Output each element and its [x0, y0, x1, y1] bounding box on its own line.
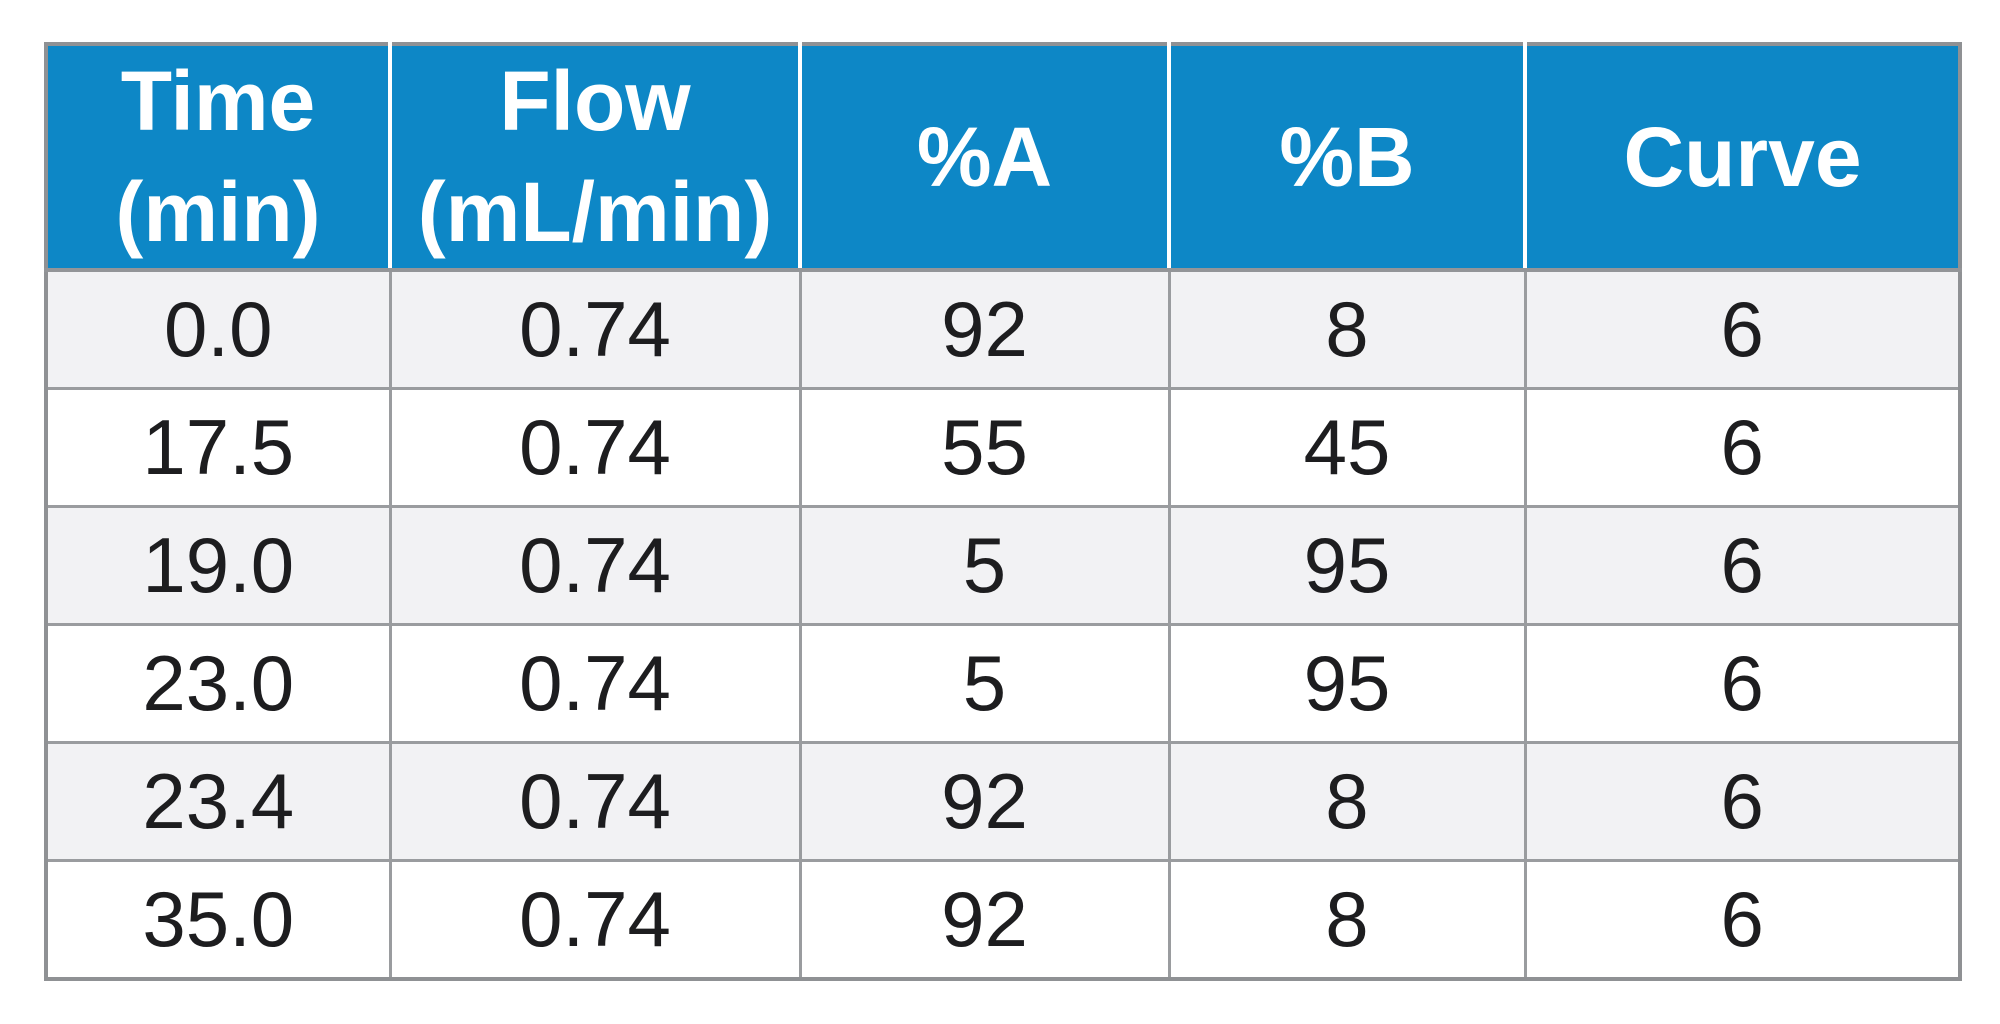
table-cell: 5 — [798, 623, 1171, 744]
table-cell: 23.4 — [44, 741, 392, 862]
table-cell: 6 — [1523, 505, 1962, 626]
table-cell: 6 — [1523, 387, 1962, 508]
table-cell: 23.0 — [44, 623, 392, 744]
table-cell: 92 — [798, 859, 1171, 981]
header-pct-a-line1: %A — [916, 109, 1053, 204]
table-cell: 19.0 — [44, 505, 392, 626]
table-cell: 6 — [1523, 859, 1962, 981]
table-cell: 35.0 — [44, 859, 392, 981]
table-cell: 95 — [1167, 505, 1527, 626]
table-cell: 6 — [1523, 623, 1962, 744]
table-row: 23.4 0.74 92 8 6 — [44, 741, 1962, 862]
table-cell: 0.74 — [388, 387, 802, 508]
table-cell: 45 — [1167, 387, 1527, 508]
table-cell: 95 — [1167, 623, 1527, 744]
header-pct-a: %A — [798, 44, 1169, 272]
table-cell: 0.0 — [44, 268, 392, 390]
table-cell: 8 — [1167, 741, 1527, 862]
gradient-table: Time (min) Flow (mL/min) %A %B Curve — [44, 42, 1962, 981]
table-cell: 55 — [798, 387, 1171, 508]
table-cell: 92 — [798, 741, 1171, 862]
table-cell: 6 — [1523, 741, 1962, 862]
table-row: 23.0 0.74 5 95 6 — [44, 623, 1962, 744]
header-pct-b: %B — [1167, 44, 1525, 272]
table-cell: 5 — [798, 505, 1171, 626]
header-flow-line1: Flow — [499, 54, 691, 149]
header-curve-line1: Curve — [1623, 109, 1862, 204]
table-cell: 8 — [1167, 859, 1527, 981]
table-cell: 0.74 — [388, 859, 802, 981]
header-time-line2: (min) — [115, 165, 321, 259]
header-time: Time (min) — [46, 44, 390, 272]
header-flow: Flow (mL/min) — [388, 44, 800, 272]
header-pct-b-line1: %B — [1279, 109, 1415, 204]
table-row: 35.0 0.74 92 8 6 — [44, 859, 1962, 981]
table-row: 0.0 0.74 92 8 6 — [44, 268, 1962, 390]
table-cell: 0.74 — [388, 268, 802, 390]
table-cell: 0.74 — [388, 505, 802, 626]
header-time-line1: Time — [120, 54, 316, 149]
table-cell: 8 — [1167, 268, 1527, 390]
table-row: 17.5 0.74 55 45 6 — [44, 387, 1962, 508]
header-flow-line2: (mL/min) — [417, 165, 773, 259]
table-cell: 0.74 — [388, 623, 802, 744]
header-curve: Curve — [1523, 44, 1960, 272]
table-cell: 17.5 — [44, 387, 392, 508]
table-cell: 6 — [1523, 268, 1962, 390]
table-cell: 0.74 — [388, 741, 802, 862]
header-row: Time (min) Flow (mL/min) %A %B Curve — [46, 44, 1960, 272]
table-cell: 92 — [798, 268, 1171, 390]
table-row: 19.0 0.74 5 95 6 — [44, 505, 1962, 626]
